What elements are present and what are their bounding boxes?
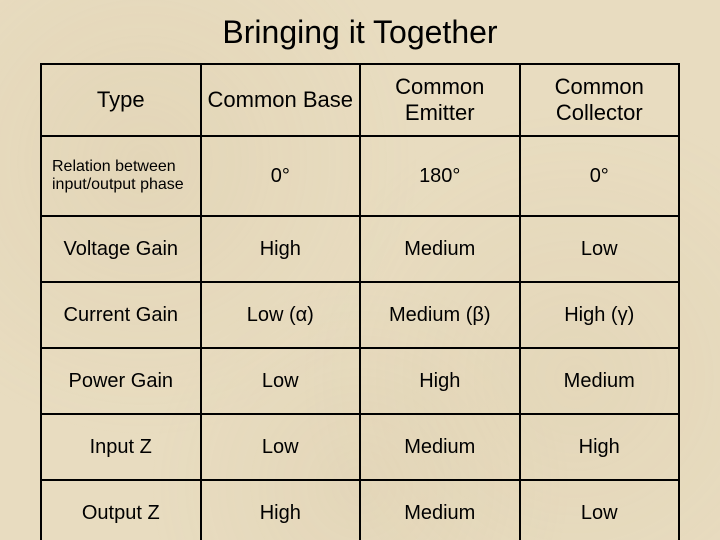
cell: Medium [520, 348, 680, 414]
col-header-common-base: Common Base [201, 64, 360, 136]
cell: Low [201, 414, 360, 480]
table-row: Relation between input/output phase 0° 1… [41, 136, 679, 216]
comparison-table: Type Common Base Common Emitter Common C… [40, 63, 680, 540]
col-header-type: Type [41, 64, 201, 136]
row-label-current-gain: Current Gain [41, 282, 201, 348]
table-row: Voltage Gain High Medium Low [41, 216, 679, 282]
col-header-common-emitter: Common Emitter [360, 64, 519, 136]
row-label-input-z: Input Z [41, 414, 201, 480]
col-header-common-collector: Common Collector [520, 64, 680, 136]
cell: High [360, 348, 519, 414]
cell: High [201, 216, 360, 282]
cell: Medium [360, 480, 519, 540]
row-label-output-z: Output Z [41, 480, 201, 540]
cell: Low [520, 480, 680, 540]
row-label-power-gain: Power Gain [41, 348, 201, 414]
cell: Medium (β) [360, 282, 519, 348]
row-label-phase: Relation between input/output phase [41, 136, 201, 216]
cell: Low (α) [201, 282, 360, 348]
cell: High [201, 480, 360, 540]
row-label-voltage-gain: Voltage Gain [41, 216, 201, 282]
cell: Low [201, 348, 360, 414]
cell: 180° [360, 136, 519, 216]
table-row: Current Gain Low (α) Medium (β) High (γ) [41, 282, 679, 348]
cell: 0° [201, 136, 360, 216]
cell: Medium [360, 216, 519, 282]
cell: Low [520, 216, 680, 282]
cell: High [520, 414, 680, 480]
page-title: Bringing it Together [222, 14, 497, 51]
table-row: Input Z Low Medium High [41, 414, 679, 480]
table-row: Power Gain Low High Medium [41, 348, 679, 414]
cell: 0° [520, 136, 680, 216]
table-row: Output Z High Medium Low [41, 480, 679, 540]
cell: High (γ) [520, 282, 680, 348]
cell: Medium [360, 414, 519, 480]
table-header-row: Type Common Base Common Emitter Common C… [41, 64, 679, 136]
